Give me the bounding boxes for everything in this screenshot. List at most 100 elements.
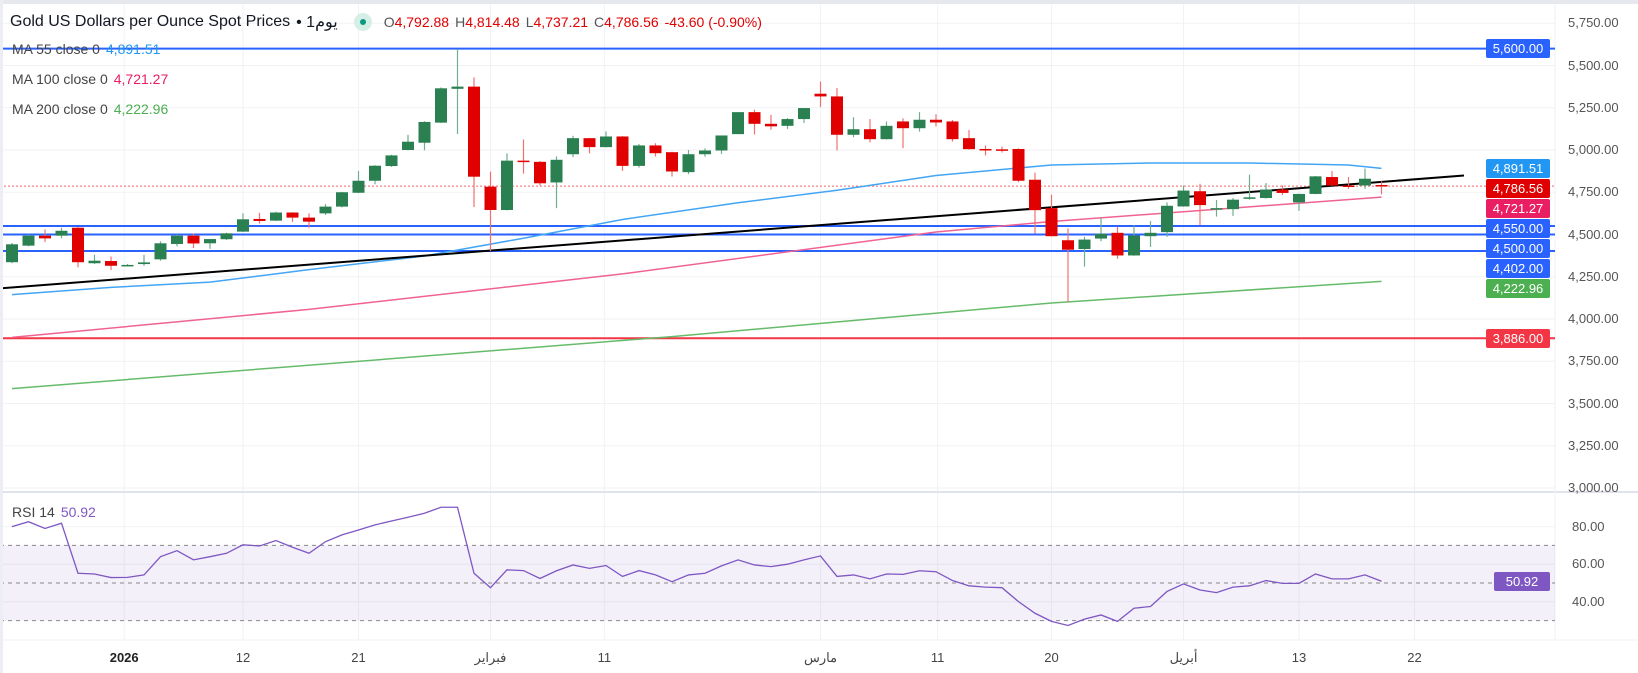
- ma100-value: 4,721.27: [113, 71, 169, 87]
- candle-body[interactable]: [1095, 233, 1107, 239]
- candle-body[interactable]: [979, 148, 992, 151]
- candle-body[interactable]: [385, 155, 398, 167]
- candle-body[interactable]: [748, 112, 761, 124]
- candle-body[interactable]: [633, 145, 645, 166]
- candle-body[interactable]: [1029, 179, 1041, 211]
- candle-body[interactable]: [468, 86, 480, 177]
- candle-body[interactable]: [517, 160, 530, 163]
- candle-body[interactable]: [1111, 232, 1124, 256]
- candle-body[interactable]: [501, 160, 513, 210]
- candle-body[interactable]: [22, 235, 35, 246]
- candle-body[interactable]: [1342, 185, 1355, 187]
- candle-body[interactable]: [946, 121, 959, 140]
- candle-body[interactable]: [138, 262, 150, 265]
- candle-body[interactable]: [1177, 190, 1190, 207]
- candle-body[interactable]: [171, 235, 183, 244]
- candle-body[interactable]: [1375, 185, 1388, 187]
- price-axis-label: 4,500.00: [1568, 226, 1619, 242]
- legend-ma200[interactable]: MA 200 close 0 4,222.96: [12, 101, 168, 117]
- candle-body[interactable]: [534, 161, 546, 184]
- candle-body[interactable]: [1293, 193, 1305, 203]
- candle-body[interactable]: [1078, 239, 1091, 250]
- ohlc-open: O4,792.88: [384, 14, 449, 30]
- candle-body[interactable]: [1243, 197, 1256, 199]
- candle-body[interactable]: [1045, 208, 1058, 237]
- candle-body[interactable]: [270, 212, 282, 221]
- candle-body[interactable]: [880, 125, 893, 140]
- candle-body[interactable]: [121, 264, 134, 267]
- candle-body[interactable]: [187, 235, 200, 244]
- rsi-value: 50.92: [60, 504, 96, 520]
- candle-body[interactable]: [616, 136, 629, 166]
- interval-label[interactable]: • 1يوم: [296, 14, 338, 31]
- candle-body[interactable]: [567, 138, 579, 155]
- candle-body[interactable]: [682, 154, 695, 173]
- candle-body[interactable]: [913, 119, 926, 129]
- candle-body[interactable]: [798, 108, 810, 120]
- candle-body[interactable]: [996, 149, 1008, 151]
- candle-body[interactable]: [963, 138, 975, 150]
- candle-body[interactable]: [418, 121, 431, 143]
- candle-body[interactable]: [253, 218, 266, 221]
- candle-body[interactable]: [1012, 148, 1025, 181]
- candle-body[interactable]: [1194, 191, 1206, 206]
- time-axis-label: 12: [235, 650, 251, 665]
- candle-body[interactable]: [649, 145, 662, 154]
- candle-body[interactable]: [1260, 189, 1272, 198]
- candle-body[interactable]: [484, 186, 497, 210]
- candle-body[interactable]: [286, 212, 299, 218]
- legend-ma100[interactable]: MA 100 close 0 4,721.27: [12, 71, 168, 87]
- candle-body[interactable]: [600, 136, 612, 148]
- ohlc-high: H4,814.48: [455, 14, 520, 30]
- candle-body[interactable]: [1276, 189, 1289, 193]
- candle-body[interactable]: [550, 159, 563, 183]
- candle-body[interactable]: [451, 86, 464, 89]
- candle-body[interactable]: [402, 141, 414, 150]
- time-axis-label: 21: [351, 650, 366, 665]
- candle-body[interactable]: [303, 217, 315, 222]
- candle-body[interactable]: [319, 206, 332, 214]
- candle-body[interactable]: [1227, 199, 1239, 210]
- candle-body[interactable]: [1144, 232, 1157, 237]
- candle-body[interactable]: [55, 230, 68, 236]
- candle-body[interactable]: [715, 135, 728, 151]
- candle-body[interactable]: [105, 261, 117, 266]
- legend-rsi[interactable]: RSI 14 50.92: [12, 504, 96, 520]
- candle-body[interactable]: [1128, 235, 1140, 256]
- candle-body[interactable]: [1210, 208, 1223, 210]
- candle-body[interactable]: [154, 243, 167, 260]
- candle-body[interactable]: [6, 244, 18, 263]
- candle-body[interactable]: [88, 260, 101, 264]
- candle-body[interactable]: [831, 96, 843, 135]
- candle-body[interactable]: [435, 88, 447, 123]
- candle-body[interactable]: [666, 152, 678, 172]
- candle-body[interactable]: [72, 227, 84, 263]
- candle-body[interactable]: [699, 150, 711, 155]
- trendline[interactable]: [0, 174, 1465, 290]
- candle-body[interactable]: [39, 235, 51, 239]
- candle-body[interactable]: [847, 129, 860, 135]
- candle-body[interactable]: [336, 192, 348, 207]
- candle-body[interactable]: [204, 239, 216, 244]
- candle-body[interactable]: [1326, 177, 1338, 186]
- candle-body[interactable]: [732, 112, 744, 135]
- symbol-title[interactable]: Gold US Dollars per Ounce Spot Prices: [10, 13, 291, 30]
- legend-ma55[interactable]: MA 55 close 0 4,891.51: [12, 41, 160, 57]
- candle-body[interactable]: [897, 121, 909, 129]
- candle-body[interactable]: [237, 219, 249, 232]
- candle-body[interactable]: [220, 233, 233, 240]
- candle-body[interactable]: [864, 129, 876, 140]
- candle-body[interactable]: [352, 180, 365, 193]
- candle-body[interactable]: [1062, 240, 1074, 250]
- candle-body[interactable]: [814, 93, 827, 97]
- candle-body[interactable]: [930, 119, 942, 123]
- candle-body[interactable]: [1359, 178, 1371, 186]
- candle-body[interactable]: [1161, 205, 1173, 233]
- candle-body[interactable]: [583, 138, 596, 148]
- candle-body[interactable]: [1309, 176, 1322, 194]
- candle-body[interactable]: [369, 165, 381, 181]
- candle-body[interactable]: [781, 119, 794, 126]
- candle-body[interactable]: [765, 123, 777, 127]
- market-status-icon[interactable]: [353, 13, 372, 31]
